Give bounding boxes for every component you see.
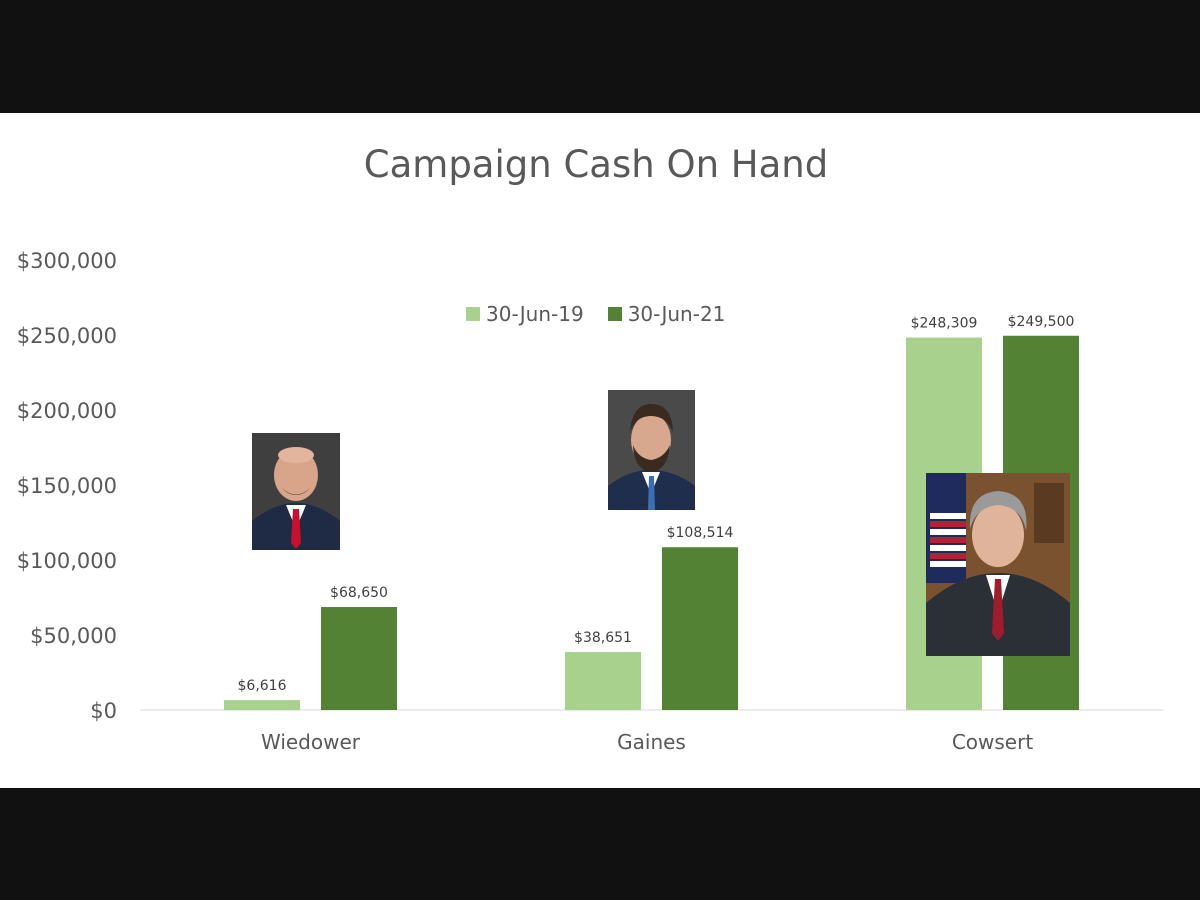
- data-label: $68,650: [330, 585, 388, 601]
- y-tick-label: $100,000: [17, 549, 117, 573]
- x-tick-label: Cowsert: [952, 730, 1034, 754]
- legend-label-2019: 30-Jun-19: [486, 302, 584, 326]
- legend-item-2021: 30-Jun-21: [607, 302, 726, 326]
- x-tick-label: Wiedower: [261, 730, 361, 754]
- bar: [321, 607, 397, 710]
- legend-item-2019: 30-Jun-19: [466, 302, 584, 326]
- data-label: $108,514: [667, 525, 734, 541]
- portrait-gaines: [608, 390, 695, 510]
- y-tick-label: $250,000: [17, 324, 117, 348]
- y-tick-label: $0: [90, 699, 117, 723]
- portrait-cowsert: [926, 473, 1070, 656]
- data-label: $248,309: [911, 316, 978, 332]
- bar: [565, 652, 641, 710]
- y-tick-label: $150,000: [17, 474, 117, 498]
- x-tick-label: Gaines: [617, 730, 686, 754]
- bar: [224, 700, 300, 710]
- portrait-wiedower: [252, 433, 340, 550]
- chart-title: Campaign Cash On Hand: [363, 143, 829, 186]
- legend-label-2021: 30-Jun-21: [627, 302, 726, 326]
- legend-swatch-2021: [607, 307, 622, 321]
- data-label: $6,616: [238, 678, 287, 694]
- legend-swatch-2019: [466, 307, 480, 321]
- y-tick-label: $200,000: [17, 399, 117, 423]
- bar: [662, 547, 738, 710]
- data-label: $249,500: [1008, 314, 1075, 330]
- y-tick-label: $50,000: [30, 624, 117, 648]
- chart-legend: 30-Jun-19 30-Jun-21: [466, 301, 725, 327]
- data-label: $38,651: [574, 630, 632, 646]
- y-tick-label: $300,000: [17, 249, 117, 273]
